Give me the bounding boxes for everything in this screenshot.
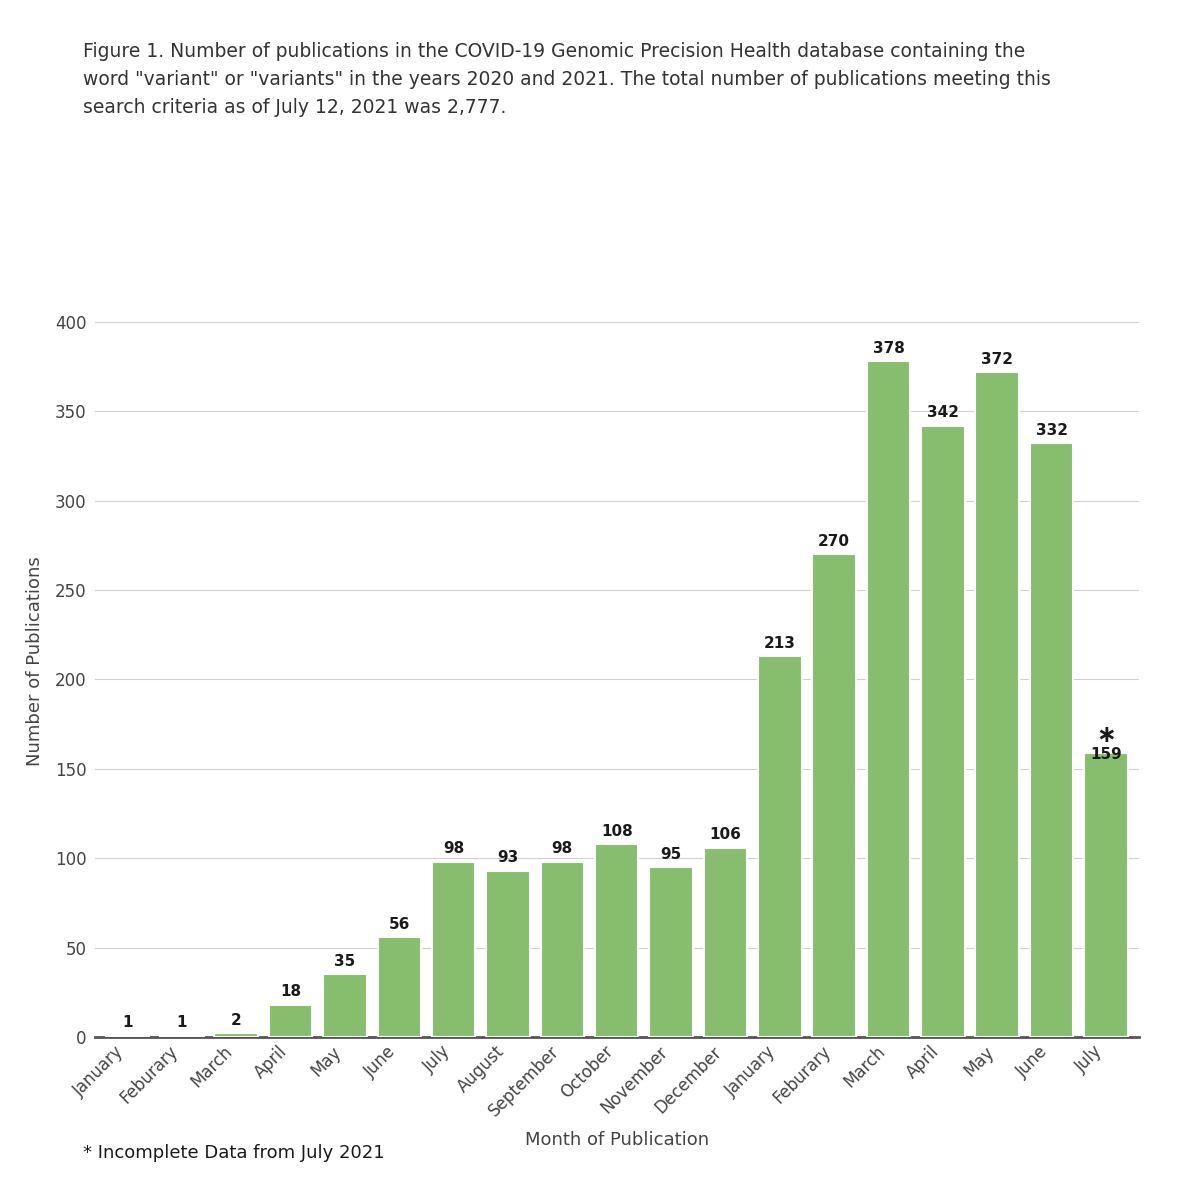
Text: 213: 213 <box>764 635 796 651</box>
Bar <box>595 844 638 1037</box>
Text: 56: 56 <box>389 917 410 932</box>
Text: 342: 342 <box>927 405 958 420</box>
Bar <box>758 656 802 1037</box>
Bar <box>160 1035 204 1037</box>
Bar <box>215 1033 257 1037</box>
Text: 270: 270 <box>818 534 850 548</box>
Bar <box>703 848 747 1037</box>
Text: 372: 372 <box>981 352 1013 367</box>
Text: ∗: ∗ <box>1096 724 1116 747</box>
Text: Figure 1. Number of publications in the COVID-19 Genomic Precision Health databa: Figure 1. Number of publications in the … <box>83 42 1051 117</box>
Bar <box>106 1035 149 1037</box>
Text: 1: 1 <box>122 1014 133 1030</box>
Bar <box>975 372 1019 1037</box>
Text: 18: 18 <box>280 985 301 999</box>
Y-axis label: Number of Publications: Number of Publications <box>26 557 44 766</box>
Text: 95: 95 <box>661 846 682 862</box>
Bar <box>541 862 584 1037</box>
Bar <box>812 554 856 1037</box>
Bar <box>649 868 693 1037</box>
Text: 378: 378 <box>873 341 905 355</box>
Bar <box>1084 753 1128 1037</box>
Bar <box>269 1005 312 1037</box>
Text: 2: 2 <box>231 1013 242 1028</box>
Bar <box>1029 443 1073 1037</box>
Text: * Incomplete Data from July 2021: * Incomplete Data from July 2021 <box>83 1144 384 1162</box>
Text: 35: 35 <box>334 954 356 969</box>
Bar <box>922 426 964 1037</box>
Text: 159: 159 <box>1090 747 1122 763</box>
X-axis label: Month of Publication: Month of Publication <box>524 1131 709 1149</box>
Text: 98: 98 <box>444 842 464 856</box>
Text: 106: 106 <box>709 827 741 842</box>
Bar <box>432 862 476 1037</box>
Text: 1: 1 <box>177 1014 187 1030</box>
Text: 98: 98 <box>551 842 573 856</box>
Bar <box>867 361 910 1037</box>
Text: 93: 93 <box>497 850 518 865</box>
Bar <box>377 937 421 1037</box>
Text: 108: 108 <box>601 824 632 839</box>
Bar <box>486 870 530 1037</box>
Text: 332: 332 <box>1035 423 1067 437</box>
Bar <box>323 975 366 1037</box>
